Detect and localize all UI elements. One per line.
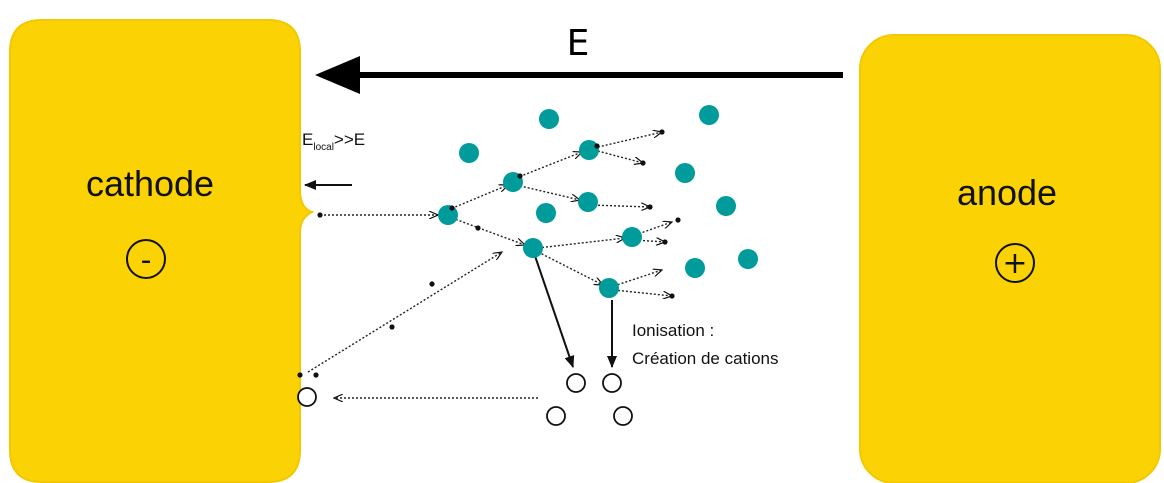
trajectory-d2 — [613, 270, 662, 287]
cation — [613, 406, 633, 426]
electron — [297, 372, 303, 378]
cathode-sign-circle — [126, 239, 166, 279]
electron — [429, 281, 435, 287]
electron — [389, 324, 395, 330]
cation — [602, 373, 622, 393]
local-field-subscript: local — [313, 142, 334, 153]
molecule — [716, 196, 736, 216]
electron — [594, 143, 600, 149]
local-field-main: E — [302, 130, 313, 149]
molecule — [599, 278, 619, 298]
molecule — [699, 105, 719, 125]
electron — [659, 129, 665, 135]
electron — [669, 293, 675, 299]
molecule — [539, 109, 559, 129]
molecule — [675, 163, 695, 183]
anode-label: anode — [957, 172, 1057, 213]
trajectory-a3 — [593, 132, 662, 149]
molecule — [685, 258, 705, 278]
molecule — [459, 143, 479, 163]
ionisation-arrow-1 — [534, 255, 575, 368]
local-field-label: Elocal>>E — [302, 130, 365, 153]
molecule — [578, 192, 598, 212]
cation — [546, 406, 566, 426]
field-arrow-head — [315, 56, 360, 94]
electron — [675, 217, 681, 223]
cathode-electrode — [9, 19, 315, 483]
cathode-label: cathode — [86, 163, 214, 204]
electron — [640, 160, 646, 166]
trajectory-c2 — [537, 238, 625, 249]
electron — [647, 204, 653, 210]
ionisation-note-line2: Création de cations — [632, 349, 778, 368]
trajectory-d1 — [537, 251, 603, 285]
trajectory-d3 — [613, 289, 672, 296]
electron — [449, 205, 455, 211]
trajectory-a1 — [447, 185, 508, 211]
molecule — [438, 205, 458, 225]
cation — [297, 387, 317, 407]
molecule — [622, 227, 642, 247]
local-field-suffix: >>E — [334, 130, 365, 149]
trajectory-return — [307, 252, 502, 373]
anode-sign: + — [1002, 246, 1027, 281]
field-label: E — [567, 23, 590, 64]
molecule — [523, 238, 543, 258]
trajectory-b2 — [589, 205, 650, 207]
cation — [566, 373, 586, 393]
electron — [475, 225, 481, 231]
ionisation-note-line1: Ionisation : — [632, 321, 714, 340]
trajectory-c3 — [634, 222, 672, 236]
electron — [317, 212, 323, 218]
molecule — [579, 140, 599, 160]
cations — [297, 373, 633, 426]
trajectory-c1 — [451, 217, 525, 245]
electrons — [297, 129, 681, 378]
trajectory-b1 — [515, 184, 580, 200]
trajectory-a2 — [515, 152, 582, 179]
electron — [517, 173, 523, 179]
electron — [313, 372, 319, 378]
gas-molecules — [438, 105, 758, 298]
electron — [662, 239, 668, 245]
anode-electrode — [859, 34, 1161, 483]
molecule — [536, 203, 556, 223]
molecule — [738, 249, 758, 269]
electron-trajectories — [307, 132, 672, 398]
trajectory-a4 — [593, 149, 643, 163]
anode-sign-circle — [995, 243, 1035, 283]
cathode-sign: - — [141, 243, 152, 278]
